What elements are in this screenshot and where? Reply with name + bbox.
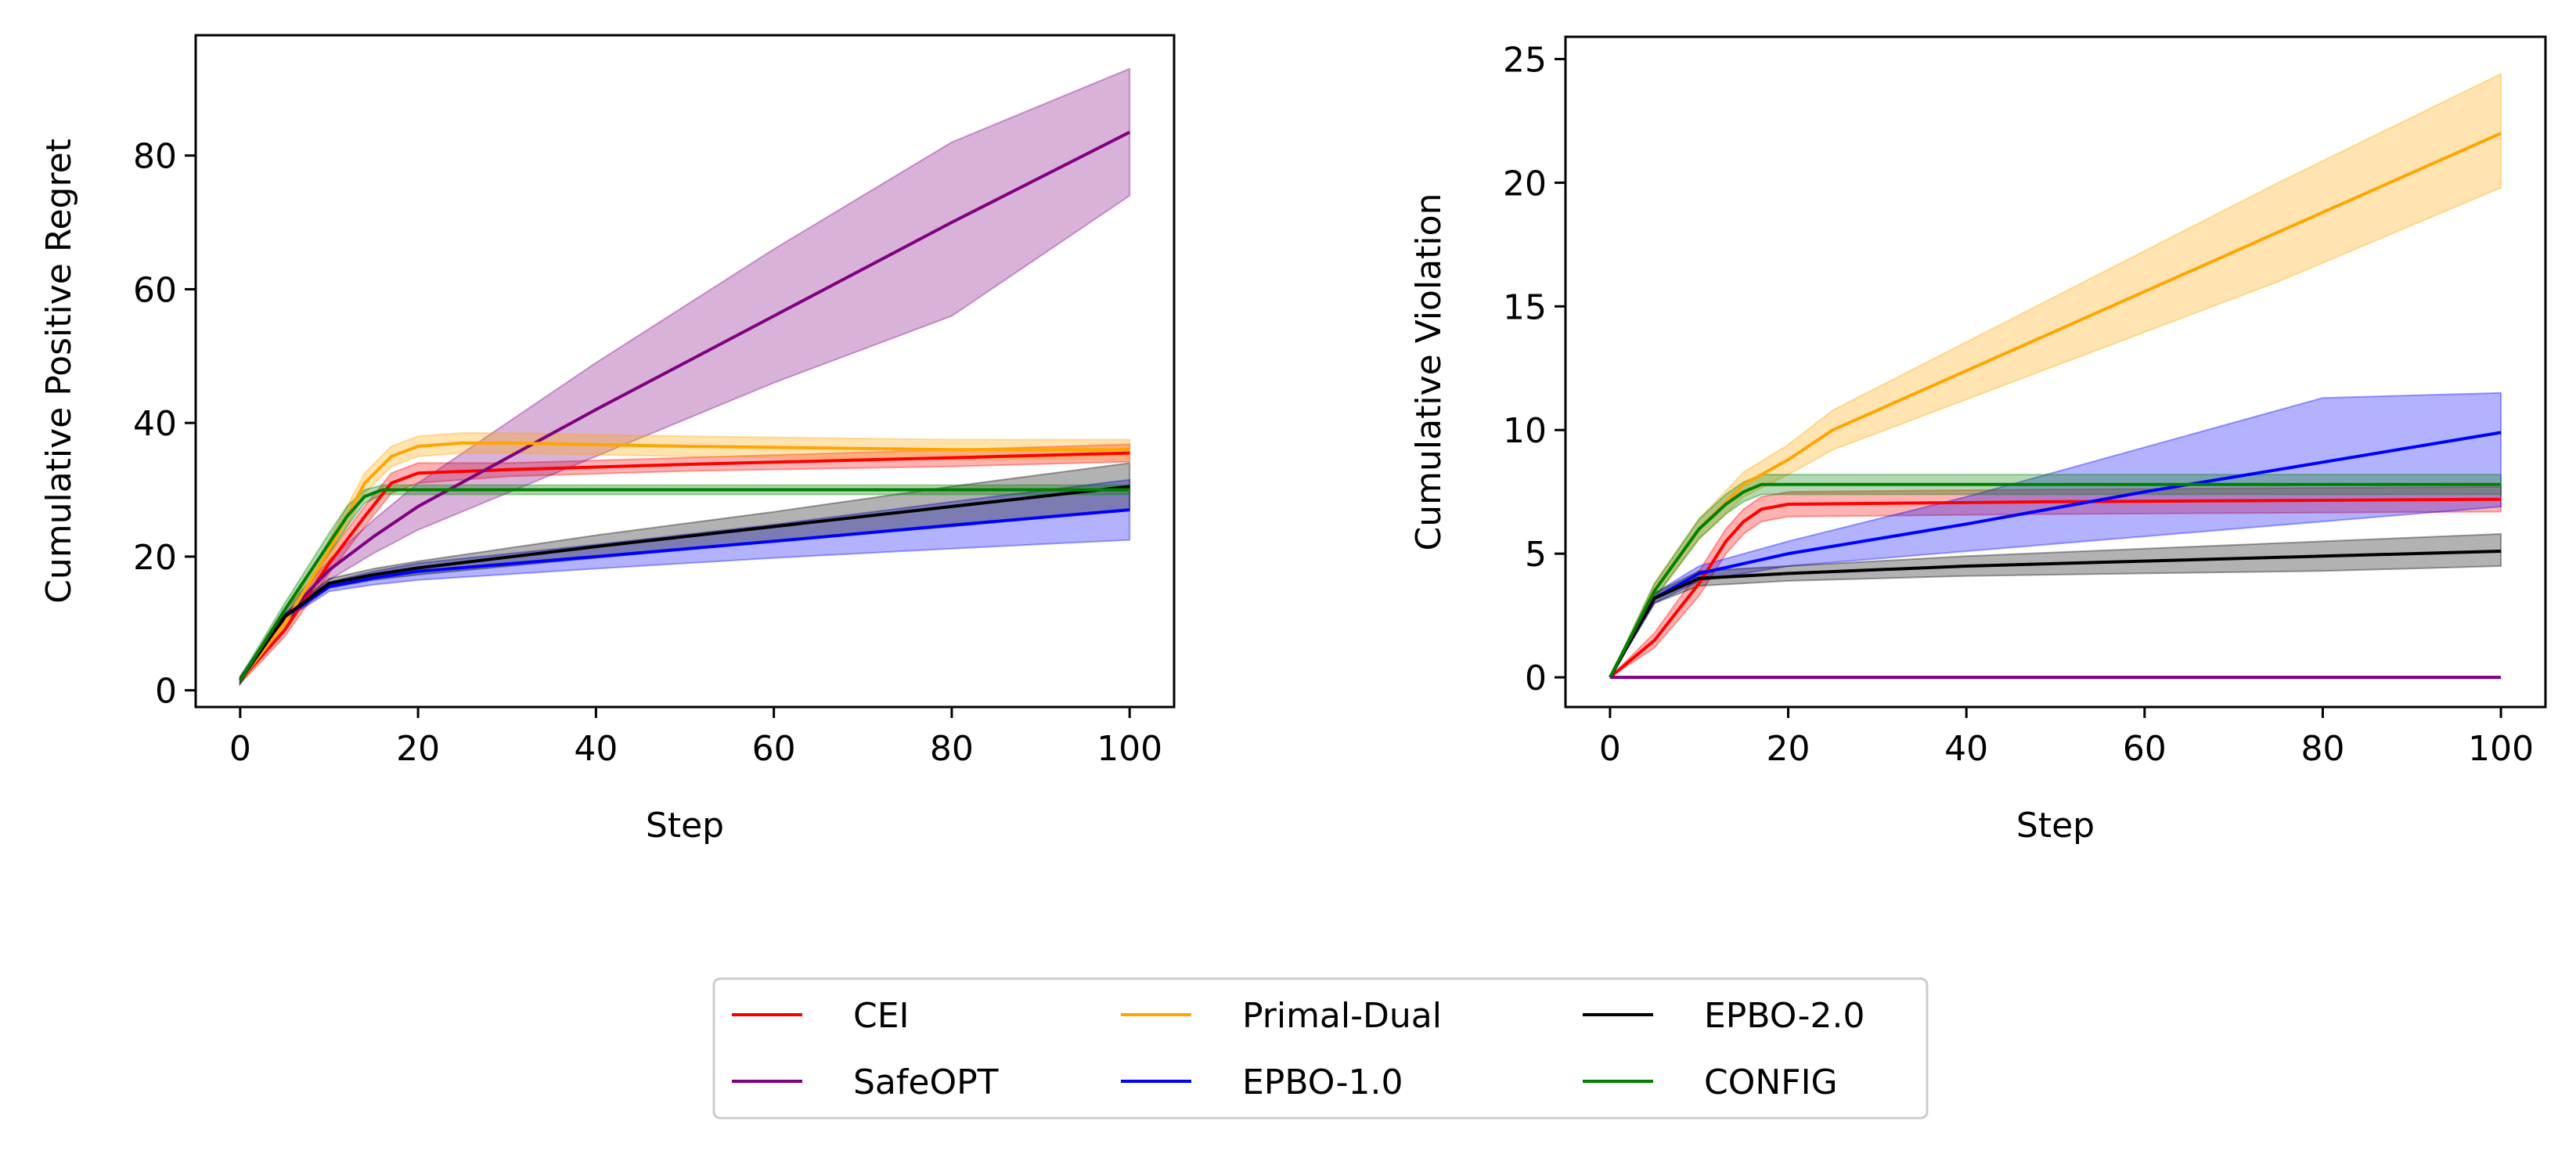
x-tick-label: 80 xyxy=(930,729,974,769)
x-tick-label: 40 xyxy=(1944,729,1988,769)
y-tick-label: 20 xyxy=(1503,164,1547,204)
legend-label-config: CONFIG xyxy=(1704,1062,1838,1102)
y-tick-label: 0 xyxy=(1525,658,1547,698)
regret-chart: 0 20 40 60 80 100 0 20 40 60 80 Step Cumulative Posi… xyxy=(39,34,1176,846)
x-tick-label: 20 xyxy=(1767,729,1810,769)
line-config xyxy=(1609,482,2502,679)
band-config xyxy=(239,484,1131,687)
line-cei xyxy=(239,451,1130,682)
x-tick-label: 80 xyxy=(2300,729,2344,769)
band-safeopt xyxy=(239,67,1131,687)
legend: CEI SafeOPT Primal-Dual EPBO-1.0 EPBO-2.0 CON… xyxy=(712,977,1929,1120)
y-tick-label: 60 xyxy=(133,270,177,310)
x-tick-label: 100 xyxy=(2468,729,2534,769)
legend-label-epbo-2-0: EPBO-2.0 xyxy=(1704,996,1864,1036)
band-primal-dual xyxy=(1609,72,2502,678)
x-tick-label: 40 xyxy=(574,729,618,769)
y-tick-label: 20 xyxy=(133,538,177,578)
y-axis-label: Cumulative Violation xyxy=(1409,193,1449,551)
x-axis-label: Step xyxy=(646,806,724,846)
y-tick-label: 25 xyxy=(1503,40,1547,80)
x-axis-label: Step xyxy=(2016,806,2095,846)
x-tick-label: 0 xyxy=(229,729,251,769)
legend-label-safeopt: SafeOPT xyxy=(853,1062,999,1102)
plot-frame xyxy=(194,34,1176,709)
line-cei xyxy=(1609,497,2502,679)
violation-chart: 0 20 40 60 80 100 0 5 10 15 20 25 Step Cumulative Vio… xyxy=(1409,35,2547,846)
band-cei xyxy=(239,443,1131,686)
legend-label-cei: CEI xyxy=(853,996,910,1036)
y-tick-label: 10 xyxy=(1503,411,1547,451)
x-tick-label: 60 xyxy=(2123,729,2167,769)
line-epbo-2-0 xyxy=(1609,550,2502,679)
band-epbo-1-0 xyxy=(1609,391,2502,678)
y-tick-label: 0 xyxy=(155,672,177,712)
line-primal-dual xyxy=(239,441,1130,682)
legend-label-epbo-1-0: EPBO-1.0 xyxy=(1242,1062,1403,1102)
y-tick-label: 15 xyxy=(1503,287,1547,327)
band-epbo-2-0 xyxy=(1609,532,2502,678)
x-tick-label: 20 xyxy=(396,729,440,769)
y-tick-label: 40 xyxy=(133,404,177,444)
legend-label-primal-dual: Primal-Dual xyxy=(1242,996,1442,1036)
y-tick-label: 5 xyxy=(1525,535,1547,575)
x-tick-label: 0 xyxy=(1599,729,1621,769)
line-epbo-2-0 xyxy=(239,485,1130,682)
y-tick-label: 80 xyxy=(133,137,177,177)
plot-frame xyxy=(1564,35,2547,709)
line-config xyxy=(239,488,1130,681)
x-tick-label: 100 xyxy=(1097,729,1162,769)
y-axis-label: Cumulative Positive Regret xyxy=(39,139,79,604)
x-tick-label: 60 xyxy=(752,729,796,769)
band-primal-dual xyxy=(239,432,1131,686)
